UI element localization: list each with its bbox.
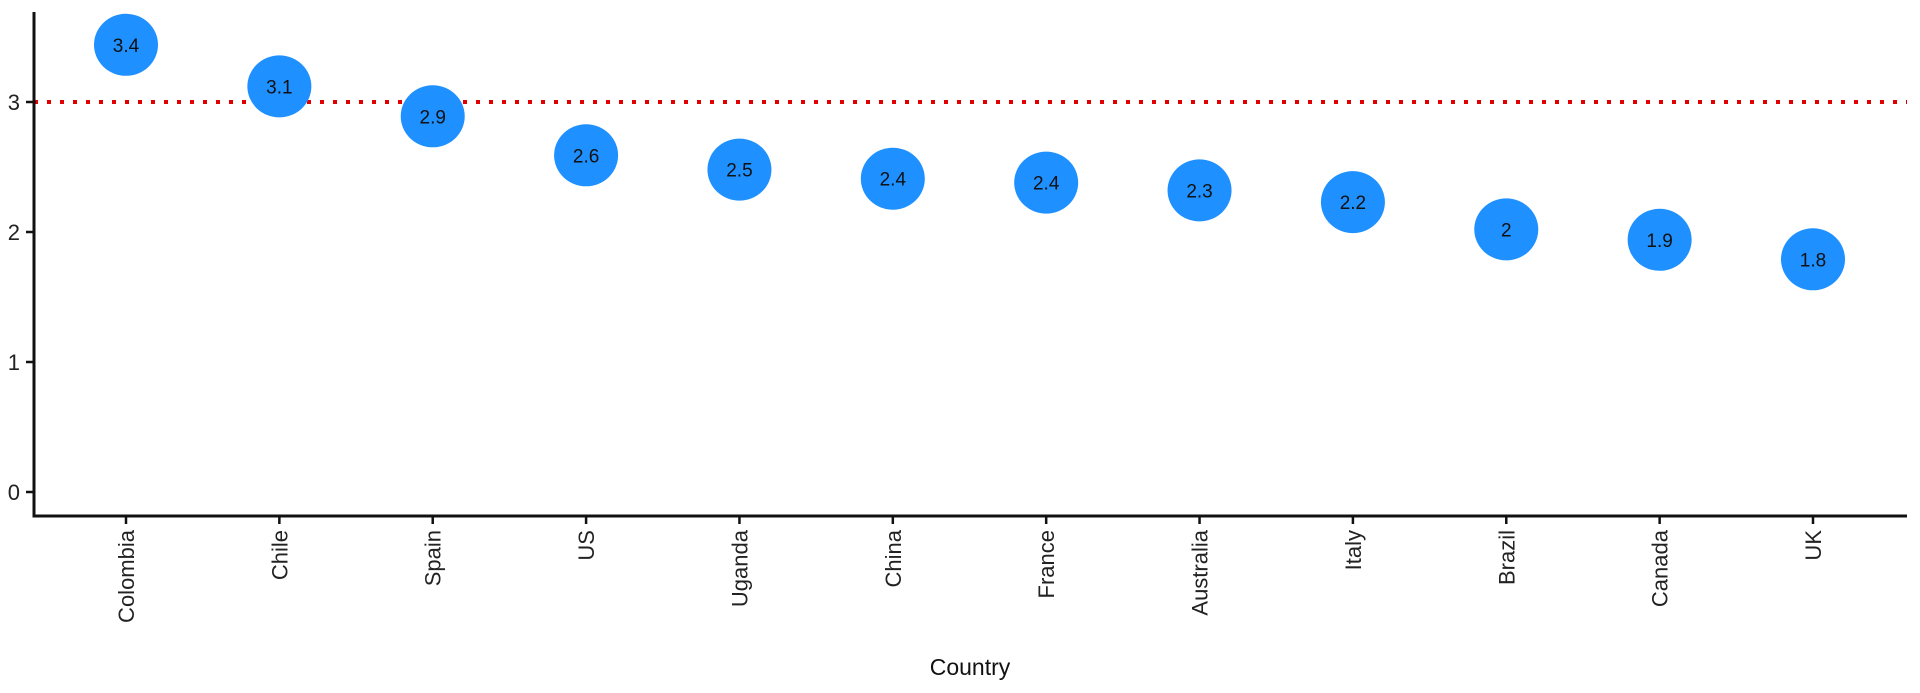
- y-tick-label: 1: [8, 350, 20, 375]
- data-label: 3.1: [266, 77, 292, 98]
- data-point-uganda: [707, 138, 772, 201]
- data-label: 2.9: [420, 107, 446, 128]
- data-point-spain: [400, 85, 465, 148]
- x-tick-label: Italy: [1341, 530, 1366, 570]
- x-tick-label: France: [1034, 530, 1059, 598]
- data-point-china: [860, 147, 925, 210]
- x-tick-label: China: [881, 529, 906, 587]
- x-axis-title: Country: [930, 654, 1011, 680]
- x-tick-label: Canada: [1648, 529, 1673, 607]
- data-label: 2.2: [1340, 193, 1366, 214]
- data-point-france: [1014, 151, 1079, 214]
- x-tick-label: Brazil: [1494, 530, 1519, 585]
- x-tick-label: Chile: [267, 530, 292, 580]
- data-label: 2.5: [726, 161, 752, 182]
- x-tick-label: Colombia: [114, 529, 139, 623]
- x-tick-label: US: [574, 530, 599, 561]
- data-label: 2: [1501, 220, 1512, 241]
- data-label: 2.4: [1033, 174, 1060, 195]
- data-point-colombia: [94, 13, 158, 76]
- data-point-italy: [1320, 171, 1385, 234]
- data-label: 3.4: [113, 36, 140, 57]
- data-point-brazil: [1474, 198, 1539, 261]
- x-tick-label: Uganda: [727, 529, 752, 607]
- data-point-canada: [1627, 208, 1692, 271]
- data-label: 2.3: [1186, 181, 1212, 202]
- data-point-australia: [1167, 159, 1232, 222]
- data-point-us: [554, 124, 619, 187]
- data-label: 2.4: [880, 170, 907, 191]
- x-tick-label: Spain: [421, 530, 446, 586]
- y-tick-label: 2: [8, 220, 20, 245]
- x-tick-label: UK: [1801, 530, 1826, 561]
- data-label: 1.9: [1646, 231, 1672, 252]
- x-tick-label: Australia: [1188, 529, 1213, 615]
- data-label: 1.8: [1800, 250, 1826, 271]
- data-point-uk: [1781, 228, 1845, 291]
- y-tick-label: 0: [8, 480, 20, 505]
- data-label: 2.6: [573, 146, 599, 167]
- y-tick-label: 3: [8, 90, 20, 115]
- data-point-chile: [247, 55, 312, 118]
